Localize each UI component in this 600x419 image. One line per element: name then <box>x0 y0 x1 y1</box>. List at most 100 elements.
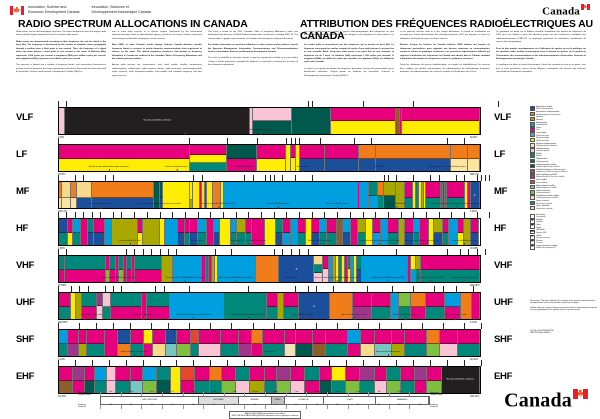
allocation-block[interactable] <box>73 219 81 233</box>
allocation-block[interactable] <box>320 367 331 381</box>
allocation-block[interactable] <box>153 330 165 344</box>
allocation-block[interactable] <box>79 330 87 344</box>
allocation-segment[interactable] <box>401 367 415 393</box>
allocation-block[interactable] <box>421 256 478 270</box>
allocation-block[interactable] <box>231 219 236 233</box>
allocation-block[interactable] <box>195 367 208 381</box>
allocation-segment[interactable] <box>116 367 130 393</box>
allocation-block[interactable] <box>313 330 325 344</box>
allocation-block[interactable] <box>160 182 161 198</box>
allocation-block[interactable] <box>68 219 72 233</box>
allocation-segment[interactable]: Not allocated\nNon attribuée <box>442 367 480 393</box>
allocation-block[interactable] <box>210 367 221 381</box>
allocation-block[interactable] <box>372 293 390 307</box>
allocation-block[interactable] <box>190 219 198 233</box>
allocation-block[interactable] <box>95 367 106 381</box>
allocation-block[interactable] <box>358 219 366 233</box>
allocation-block[interactable] <box>434 219 442 233</box>
allocation-block[interactable] <box>199 330 220 344</box>
allocation-segment[interactable] <box>346 367 360 393</box>
allocation-block[interactable] <box>106 256 109 270</box>
allocation-block[interactable] <box>312 219 320 233</box>
allocation-block[interactable] <box>399 293 410 307</box>
allocation-block[interactable] <box>166 330 176 344</box>
allocation-block[interactable] <box>325 145 358 159</box>
allocation-block[interactable] <box>107 367 116 381</box>
allocation-block[interactable] <box>59 219 67 233</box>
allocation-block[interactable] <box>265 367 276 381</box>
allocation-block[interactable] <box>285 330 295 344</box>
allocation-block[interactable] <box>373 219 381 233</box>
allocation-block[interactable] <box>276 219 281 233</box>
allocation-block[interactable] <box>427 330 439 344</box>
allocation-block[interactable] <box>178 219 183 233</box>
allocation-block[interactable] <box>283 219 291 233</box>
allocation-segment[interactable] <box>360 367 374 393</box>
allocation-block[interactable] <box>62 182 70 198</box>
allocation-block[interactable] <box>348 256 350 269</box>
allocation-block[interactable] <box>222 367 235 381</box>
allocation-block[interactable] <box>357 256 360 270</box>
allocation-block[interactable] <box>94 219 104 233</box>
allocation-block[interactable] <box>185 219 189 233</box>
allocation-block[interactable] <box>353 293 371 307</box>
allocation-segment[interactable] <box>375 367 387 393</box>
allocation-block[interactable] <box>59 145 189 159</box>
allocation-block[interactable] <box>131 367 142 381</box>
allocation-block[interactable] <box>305 367 318 381</box>
allocation-block[interactable] <box>87 330 104 344</box>
allocation-block[interactable] <box>135 256 160 270</box>
allocation-block[interactable] <box>144 330 152 344</box>
allocation-block[interactable] <box>440 330 457 344</box>
allocation-block[interactable] <box>239 330 251 344</box>
allocation-block[interactable] <box>190 182 192 200</box>
allocation-segment[interactable] <box>195 367 209 393</box>
allocation-block[interactable] <box>405 219 413 233</box>
allocation-block[interactable] <box>361 330 373 344</box>
allocation-block[interactable] <box>59 256 64 270</box>
allocation-block[interactable] <box>246 219 251 233</box>
allocation-segment[interactable] <box>415 367 427 393</box>
allocation-block[interactable] <box>119 256 122 270</box>
allocation-block[interactable] <box>402 108 479 121</box>
allocation-block[interactable] <box>59 293 70 307</box>
allocation-segment[interactable] <box>131 367 143 393</box>
allocation-block[interactable] <box>59 367 72 381</box>
allocation-segment[interactable] <box>305 367 319 393</box>
allocation-block[interactable] <box>97 293 102 306</box>
allocation-block[interactable] <box>177 330 189 344</box>
allocation-block[interactable] <box>198 219 206 233</box>
allocation-block[interactable] <box>221 330 238 344</box>
allocation-block[interactable] <box>405 182 413 198</box>
allocation-block[interactable] <box>360 367 373 381</box>
allocation-segment[interactable] <box>143 367 157 393</box>
allocation-block[interactable] <box>59 381 72 393</box>
allocation-block[interactable] <box>415 367 426 381</box>
allocation-block[interactable] <box>73 367 84 381</box>
allocation-block[interactable] <box>277 367 290 381</box>
allocation-block[interactable] <box>426 293 444 307</box>
allocation-segment[interactable] <box>250 367 264 393</box>
allocation-block[interactable] <box>378 182 383 196</box>
allocation-block[interactable] <box>157 367 170 381</box>
allocation-block[interactable] <box>296 330 313 344</box>
allocation-block[interactable] <box>190 155 227 163</box>
allocation-block[interactable] <box>88 219 93 233</box>
band-bar-ehf[interactable]: Not allocated\nNon attribuée <box>58 366 481 394</box>
allocation-block[interactable] <box>253 108 291 121</box>
allocation-block[interactable] <box>451 145 467 159</box>
allocation-block[interactable] <box>416 256 421 270</box>
allocation-block[interactable] <box>346 367 359 381</box>
allocation-block[interactable] <box>426 182 440 198</box>
allocation-block[interactable] <box>401 367 414 381</box>
allocation-segment[interactable] <box>222 367 236 393</box>
allocation-block[interactable] <box>458 219 463 233</box>
allocation-block[interactable] <box>214 219 219 233</box>
allocation-segment[interactable] <box>210 367 222 393</box>
allocation-block[interactable] <box>468 145 479 159</box>
allocation-segment[interactable] <box>157 367 171 393</box>
allocation-segment[interactable] <box>332 367 346 393</box>
allocation-block[interactable] <box>298 219 306 233</box>
allocation-block[interactable] <box>82 293 96 307</box>
allocation-block[interactable] <box>445 293 459 307</box>
